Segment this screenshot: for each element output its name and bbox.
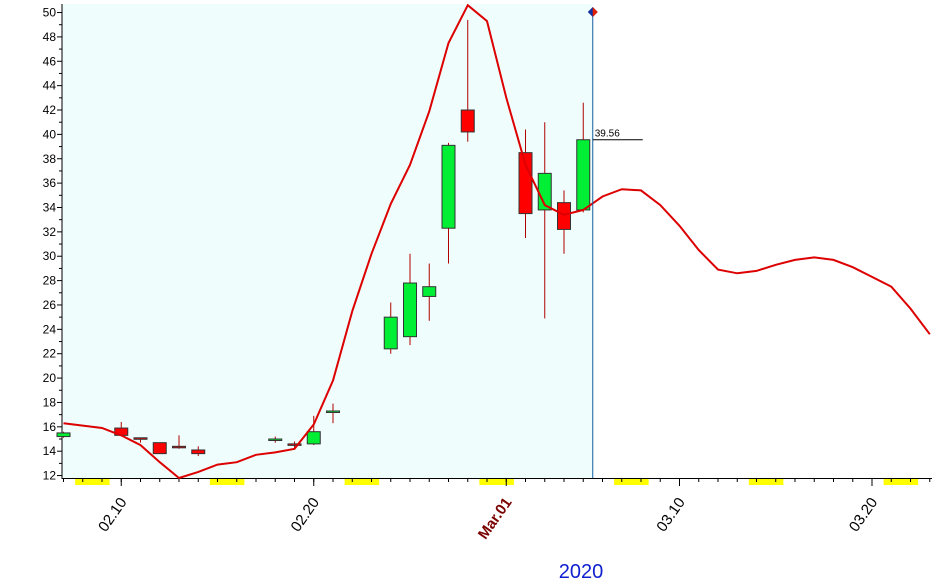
candle-body	[306, 431, 321, 445]
x-tick-label: 03.20	[846, 495, 881, 536]
candle-body	[557, 202, 571, 230]
candle-body	[56, 432, 71, 438]
y-tick-label: 36	[43, 176, 57, 190]
candle-body	[172, 445, 186, 449]
y-tick-label: 28	[43, 274, 57, 288]
y-tick-label: 44	[43, 79, 57, 93]
candles	[56, 19, 591, 457]
y-tick-label: 18	[43, 395, 57, 409]
y-tick-label: 30	[43, 249, 57, 263]
candle-body	[326, 410, 340, 413]
candle-body	[441, 144, 456, 229]
y-tick-label: 40	[43, 127, 57, 141]
y-tick-label: 50	[43, 6, 57, 20]
moving-average-line	[63, 3, 931, 480]
y-tick-label: 32	[43, 225, 57, 239]
x-tick-label: Mar.01	[475, 495, 516, 543]
y-tick-label: 16	[43, 420, 57, 434]
y-tick-label: 26	[43, 298, 57, 312]
candle-body	[287, 443, 302, 446]
weekend-marker	[748, 479, 784, 485]
candle-body	[152, 442, 167, 455]
overlays: 39.56	[587, 7, 643, 478]
x-tick-label: 03.10	[653, 495, 688, 536]
weekend-marker	[344, 479, 380, 485]
y-tick-label: 12	[43, 469, 57, 483]
candle-body	[191, 449, 206, 455]
weekend-marker	[883, 479, 919, 485]
history-region	[62, 4, 593, 478]
trend-line	[63, 3, 931, 480]
candle-body	[268, 438, 283, 442]
y-tick-label: 42	[43, 103, 57, 117]
y-tick-label: 34	[43, 200, 57, 214]
weekend-markers	[75, 479, 919, 485]
y-tick-label: 24	[43, 322, 57, 336]
weekend-marker	[614, 479, 649, 485]
weekend-marker	[209, 479, 245, 485]
last-price-label: 39.56	[595, 129, 620, 140]
year-label: 2020	[559, 561, 604, 582]
candle-body	[133, 437, 148, 440]
x-tick-label: 02.10	[95, 495, 130, 536]
y-tick-label: 22	[43, 347, 57, 361]
x-tick-label: 02.20	[288, 495, 323, 536]
y-tick-label: 48	[43, 30, 57, 44]
y-tick-label: 38	[43, 152, 57, 166]
candle-body	[576, 139, 591, 211]
candle-body	[383, 316, 398, 350]
y-tick-label: 14	[43, 444, 57, 458]
weekend-marker	[479, 479, 514, 485]
candle-body	[460, 109, 475, 133]
candle-body	[403, 282, 417, 338]
y-tick-label: 20	[43, 371, 57, 385]
candle-body	[518, 152, 533, 215]
candle-body	[422, 286, 437, 297]
weekend-marker	[75, 479, 110, 485]
chart-background	[62, 4, 593, 478]
y-tick-label: 46	[43, 54, 57, 68]
cursor-marker-right	[592, 7, 598, 17]
